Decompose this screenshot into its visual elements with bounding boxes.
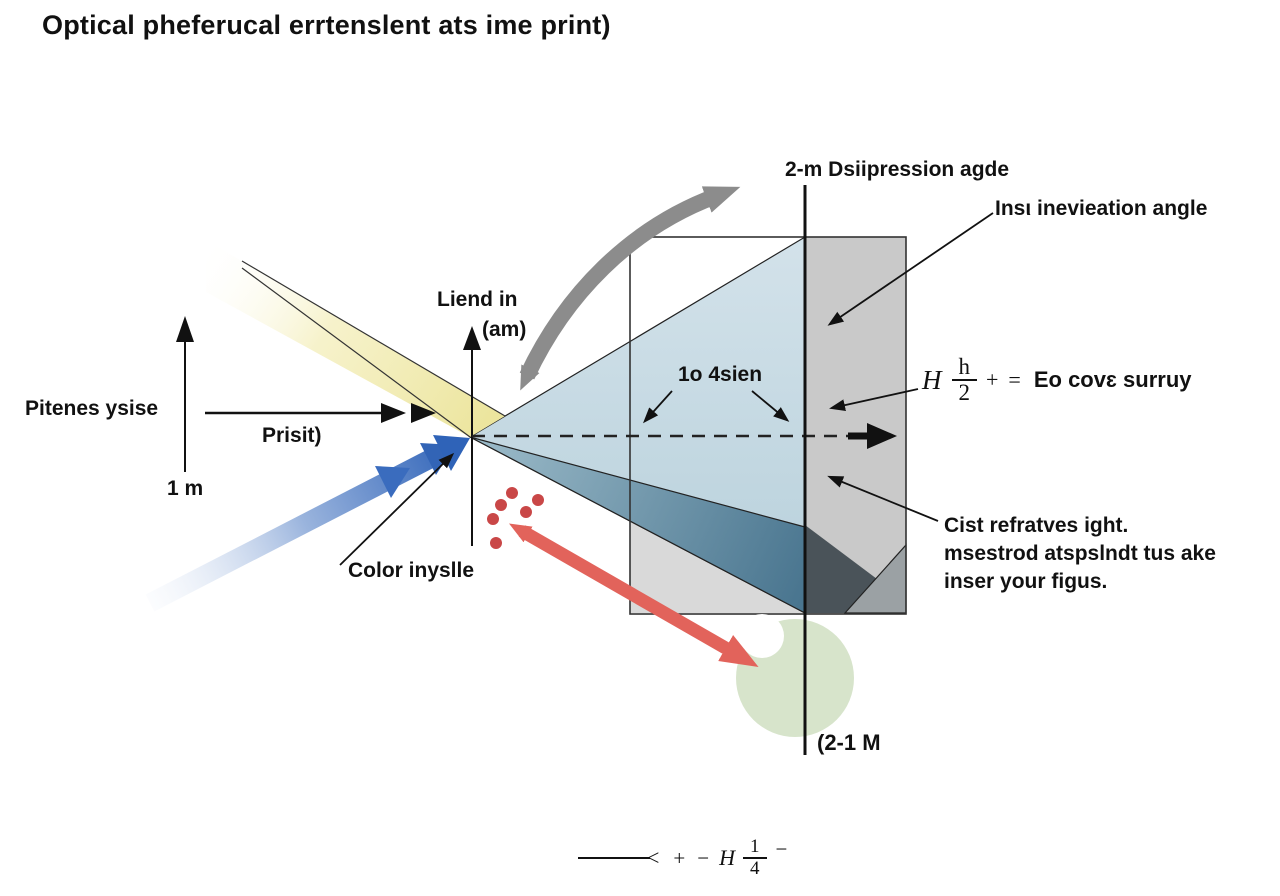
right-formula-plus: +: [986, 367, 999, 392]
label-one-m: 1 m: [167, 477, 204, 500]
red-scatter-dots: [487, 487, 544, 549]
green-blob-notch: [740, 614, 784, 658]
label-axis-unit: (am): [482, 318, 527, 341]
label-color-angle: Color inyslle: [348, 559, 475, 582]
red-double-arrow: [508, 523, 759, 667]
note-line-3: inser your figus.: [944, 570, 1108, 593]
bottom-formula-arrow-tip: <: [647, 845, 660, 870]
note-line-2: msestrod atspslndt tus ake: [944, 542, 1216, 565]
bottom-formula-minus: −: [697, 845, 710, 870]
right-formula-fraction: h 2: [951, 354, 977, 405]
blue-arrow-chevron-1: [375, 466, 410, 498]
right-formula-lead: H: [922, 364, 942, 395]
gray-curved-double-arrow: [519, 186, 741, 391]
blue-arrow-shaft: [145, 450, 435, 612]
region-annotation-arrow-right: [751, 390, 790, 422]
apex-axis-up-arrow: [463, 326, 481, 350]
incident-beam-upper-edge: [241, 260, 506, 417]
incident-beam: [206, 240, 505, 437]
incident-pointer-head-2: [411, 403, 436, 423]
right-formula-equals: =: [1008, 367, 1021, 392]
right-formula: H h 2 + = Eo covɛ surruy: [922, 348, 1192, 412]
one-m-up-arrow: [176, 316, 194, 342]
label-incident-ray: Pitenes ysise: [25, 397, 159, 420]
bottom-formula-line: [578, 856, 650, 860]
label-prism: Prisit): [262, 424, 322, 447]
optical-axis-arrow-head: [867, 423, 897, 449]
bottom-formula-trail: −: [775, 836, 788, 861]
incident-beam-lower-edge: [241, 267, 471, 438]
label-dispersion-angle: 2-m Dsiipression agde: [785, 158, 1010, 181]
formula-annotation-arrow: [829, 388, 919, 412]
bottom-formula: < + − H 1 4 −: [578, 832, 787, 884]
page-title: Optical pheferucal errtenslent ats ime p…: [42, 10, 611, 40]
note-line-1: Cist refratves ight.: [944, 514, 1129, 537]
color-angle-annotation-arrow: [339, 452, 455, 566]
plate-rectangle-border: [629, 236, 907, 615]
label-region: 1o 4sien: [678, 363, 763, 386]
label-axis-title: Liend in: [437, 288, 518, 311]
label-screen-mark: (2-1 M: [817, 730, 881, 755]
bottom-formula-lead: H: [719, 845, 735, 870]
incident-pointer-head-1: [381, 403, 406, 423]
bottom-formula-plus: +: [673, 845, 686, 870]
deviation-annotation-arrow: [827, 212, 994, 326]
right-formula-rhs: Eo covɛ surruy: [1033, 367, 1192, 392]
note-block: Cist refratves ight. msestrod atspslndt …: [944, 512, 1216, 596]
region-annotation-arrow-left: [642, 390, 673, 424]
note-annotation-arrow: [827, 475, 939, 522]
bottom-formula-fraction: 1 4: [743, 837, 767, 879]
label-deviation-angle: Insι inevieation angle: [995, 197, 1208, 220]
